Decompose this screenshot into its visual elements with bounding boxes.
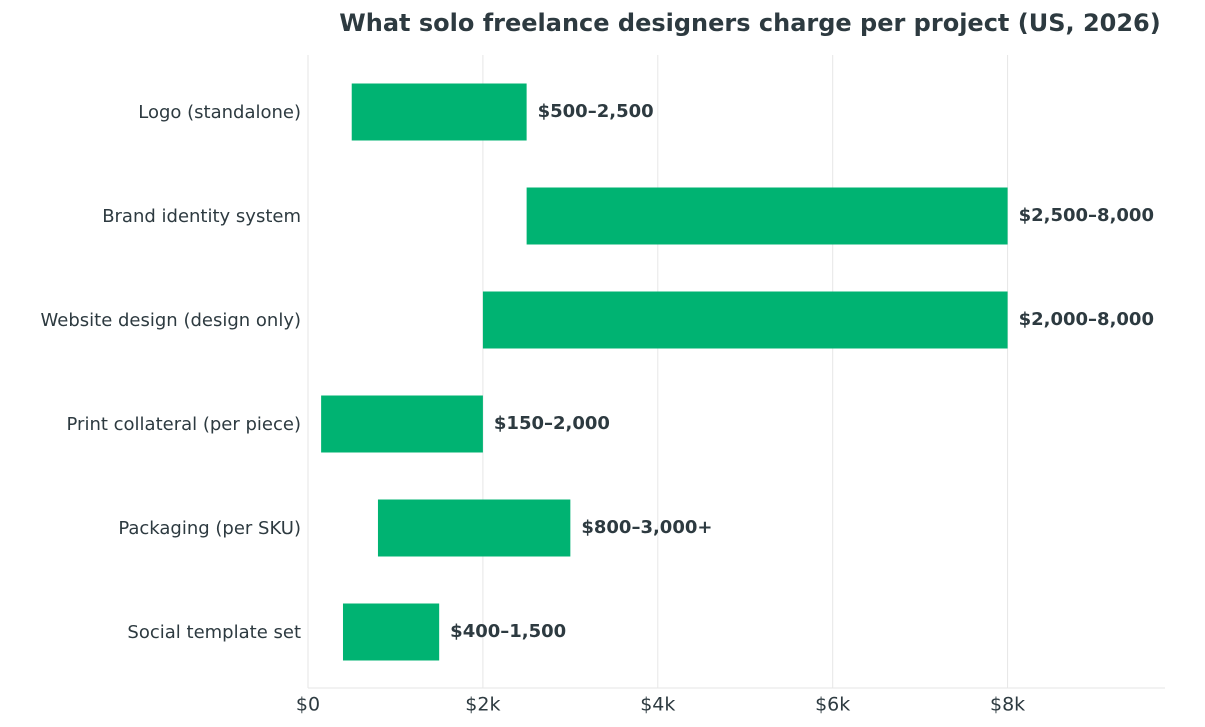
bar [342,603,440,661]
value-label: $500–2,500 [538,101,654,122]
y-tick-label: Website design (design only) [41,310,301,331]
y-tick-label: Logo (standalone) [138,102,301,123]
x-tick-label: $0 [296,694,320,716]
bar [377,499,571,557]
y-tick-label: Packaging (per SKU) [118,518,301,539]
bar [482,291,1008,349]
value-label: $150–2,000 [494,413,610,434]
x-tick-label: $6k [815,694,850,716]
y-tick-label: Social template set [127,622,301,643]
value-label: $400–1,500 [450,621,566,642]
bar [321,395,483,453]
chart-title: What solo freelance designers charge per… [339,9,1160,37]
y-tick-label: Brand identity system [102,206,301,227]
x-tick-label: $2k [465,694,500,716]
value-label: $2,500–8,000 [1019,205,1154,226]
bar [351,83,527,141]
x-tick-label: $8k [990,694,1025,716]
value-label: $800–3,000+ [581,517,712,538]
bar [526,187,1008,245]
y-tick-label: Print collateral (per piece) [67,414,302,435]
x-tick-label: $4k [640,694,675,716]
value-label: $2,000–8,000 [1019,309,1154,330]
